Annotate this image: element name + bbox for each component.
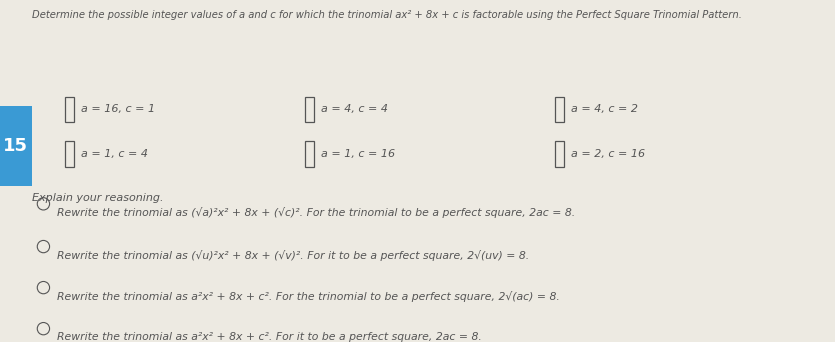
Text: Rewrite the trinomial as (√u)²x² + 8x + (√v)². For it to be a perfect square, 2√: Rewrite the trinomial as (√u)²x² + 8x + … <box>57 250 529 261</box>
Text: a = 2, c = 16: a = 2, c = 16 <box>571 149 645 159</box>
Text: a = 4, c = 2: a = 4, c = 2 <box>571 104 638 115</box>
Text: a = 16, c = 1: a = 16, c = 1 <box>81 104 155 115</box>
Text: 15: 15 <box>3 137 28 155</box>
Text: Rewrite the trinomial as a²x² + 8x + c². For the trinomial to be a perfect squar: Rewrite the trinomial as a²x² + 8x + c².… <box>57 291 559 302</box>
FancyBboxPatch shape <box>0 106 32 186</box>
Text: Determine the possible integer values of a and c for which the trinomial ax² + 8: Determine the possible integer values of… <box>32 10 741 20</box>
Text: Rewrite the trinomial as (√a)²x² + 8x + (√c)². For the trinomial to be a perfect: Rewrite the trinomial as (√a)²x² + 8x + … <box>57 207 575 218</box>
Text: a = 1, c = 4: a = 1, c = 4 <box>81 149 148 159</box>
Text: a = 1, c = 16: a = 1, c = 16 <box>321 149 395 159</box>
Text: a = 4, c = 4: a = 4, c = 4 <box>321 104 388 115</box>
Text: Rewrite the trinomial as a²x² + 8x + c². For it to be a perfect square, 2ac = 8.: Rewrite the trinomial as a²x² + 8x + c².… <box>57 332 482 342</box>
Text: Explain your reasoning.: Explain your reasoning. <box>32 193 163 203</box>
